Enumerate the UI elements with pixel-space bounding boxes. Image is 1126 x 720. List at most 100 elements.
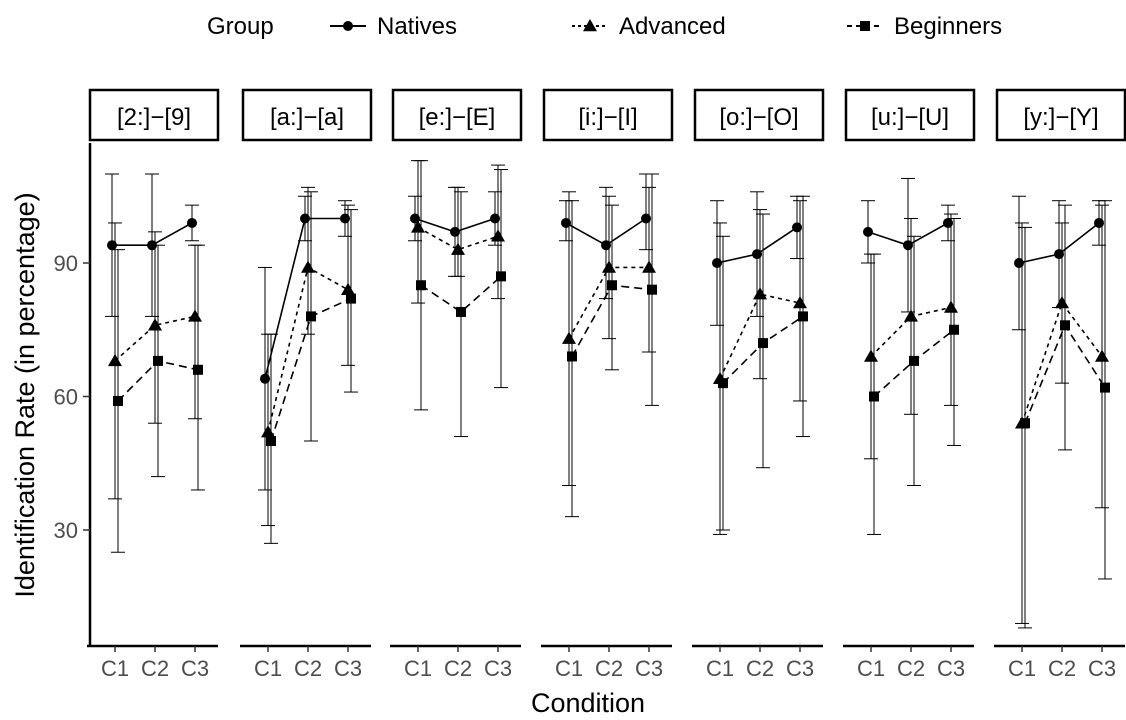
legend-marker-natives (343, 21, 353, 31)
panel-strip-2 (241, 88, 373, 142)
panel-4: [i:]−[I] C1 C2 C3 (541, 88, 674, 681)
panel-2: [a:]−[a] C1 C2 C3 (240, 88, 373, 681)
point-6-beginners-c1 (869, 391, 879, 402)
point-5-beginners-c1 (718, 378, 728, 389)
error-bar-4-natives-c3 (639, 173, 653, 251)
point-4-advanced-c1 (562, 331, 576, 344)
panel-strip-label-2: [a:]−[a] (270, 104, 344, 131)
point-1-beginners-c2 (153, 355, 163, 366)
point-6-natives-c3 (943, 217, 953, 228)
point-4-advanced-c2 (602, 260, 616, 273)
point-1-natives-c2 (147, 240, 157, 251)
point-2-beginners-c1 (266, 436, 276, 446)
point-4-beginners-c2 (607, 280, 617, 291)
series-line-3-advanced (417, 226, 499, 251)
point-6-beginners-c2 (909, 355, 919, 366)
point-3-beginners-c1 (416, 280, 426, 291)
panel-strip-6 (844, 88, 976, 142)
point-6-advanced-c2 (904, 309, 918, 322)
point-2-advanced-c2 (301, 260, 315, 273)
x-tick-label-4-c1: C1 (555, 656, 583, 681)
point-7-advanced-c3 (1095, 349, 1109, 362)
point-7-advanced-c2 (1055, 296, 1069, 309)
x-tick-label-1-c1: C1 (101, 656, 129, 681)
y-tick-label-30: 30 (54, 518, 78, 543)
point-5-advanced-c2 (753, 287, 767, 300)
legend-marker-beginners (860, 21, 870, 31)
x-tick-label-6-c2: C2 (897, 656, 925, 681)
x-tick-label-2-c2: C2 (294, 656, 322, 681)
point-1-beginners-c3 (193, 364, 203, 375)
point-3-beginners-c3 (496, 271, 506, 282)
legend-marker-advanced (583, 19, 597, 32)
x-tick-label-7-c1: C1 (1008, 656, 1036, 681)
series-line-5-advanced (719, 293, 801, 380)
point-5-natives-c1 (712, 258, 722, 268)
x-tick-label-5-c1: C1 (706, 656, 734, 681)
x-axis-label: Condition (531, 688, 645, 718)
panel-strip-5 (693, 88, 825, 142)
x-tick-label-1-c3: C3 (181, 656, 209, 681)
point-1-advanced-c2 (148, 318, 162, 331)
point-7-natives-c2 (1054, 249, 1064, 260)
legend-title: Group (207, 13, 274, 40)
point-4-natives-c2 (601, 240, 611, 251)
point-4-beginners-c1 (567, 351, 577, 362)
x-tick-label-3-c3: C3 (484, 656, 512, 681)
legend-key-natives (330, 21, 366, 31)
point-2-beginners-c2 (306, 311, 316, 322)
point-7-beginners-c3 (1100, 382, 1110, 393)
panel-3: [e:]−[E] C1 C2 C3 (390, 88, 523, 681)
x-tick-label-6-c1: C1 (857, 656, 885, 681)
point-6-advanced-c3 (944, 300, 958, 313)
point-7-natives-c1 (1014, 258, 1024, 268)
x-tick-label-4-c2: C2 (595, 656, 623, 681)
y-tick-label-90: 90 (54, 251, 78, 276)
point-3-advanced-c2 (451, 242, 465, 255)
point-5-beginners-c3 (798, 311, 808, 322)
panel-strip-label-7: [y:]−[Y] (1023, 104, 1098, 131)
series-line-7-advanced (1021, 301, 1103, 424)
point-7-beginners-c2 (1060, 320, 1070, 331)
legend-key-advanced (572, 19, 608, 32)
x-tick-label-2-c3: C3 (334, 656, 362, 681)
panel-strip-label-1: [2:]−[9] (117, 104, 191, 131)
legend-label-advanced: Advanced (619, 13, 726, 40)
point-4-beginners-c3 (647, 284, 657, 295)
legend-label-natives: Natives (377, 13, 457, 40)
point-4-natives-c1 (561, 217, 571, 228)
point-2-advanced-c1 (261, 425, 275, 438)
point-2-natives-c1 (260, 373, 270, 384)
panel-strip-3 (391, 88, 523, 142)
point-3-beginners-c2 (456, 306, 466, 317)
point-2-natives-c3 (340, 213, 350, 224)
point-1-beginners-c1 (113, 395, 123, 406)
point-5-beginners-c2 (758, 338, 768, 349)
point-6-beginners-c3 (949, 324, 959, 335)
point-6-natives-c1 (863, 226, 873, 237)
series-line-1-advanced (114, 315, 196, 362)
point-5-advanced-c3 (793, 296, 807, 309)
point-3-natives-c3 (490, 213, 500, 224)
panel-strip-7 (995, 88, 1126, 142)
panel-7: [y:]−[Y] C1 C2 C3 (994, 88, 1126, 681)
point-1-natives-c3 (187, 217, 197, 228)
x-tick-label-2-c1: C1 (254, 656, 282, 681)
y-axis-label: Identification Rate (in percentage) (10, 192, 40, 597)
x-tick-label-1-c2: C2 (141, 656, 169, 681)
series-line-2-natives (264, 217, 345, 379)
point-3-natives-c1 (410, 213, 420, 224)
point-7-beginners-c1 (1020, 418, 1030, 429)
panel-strip-label-6: [u:]−[U] (871, 104, 949, 131)
point-4-advanced-c3 (642, 260, 656, 273)
x-tick-label-3-c2: C2 (444, 656, 472, 681)
x-tick-label-5-c3: C3 (786, 656, 814, 681)
point-6-advanced-c1 (864, 349, 878, 362)
x-tick-label-3-c1: C1 (404, 656, 432, 681)
y-axis: 30 60 90 (54, 143, 92, 646)
point-1-natives-c1 (107, 240, 117, 251)
error-bar-1-advanced-c3 (188, 244, 202, 420)
point-6-natives-c2 (903, 240, 913, 251)
series-line-3-beginners (420, 275, 502, 313)
